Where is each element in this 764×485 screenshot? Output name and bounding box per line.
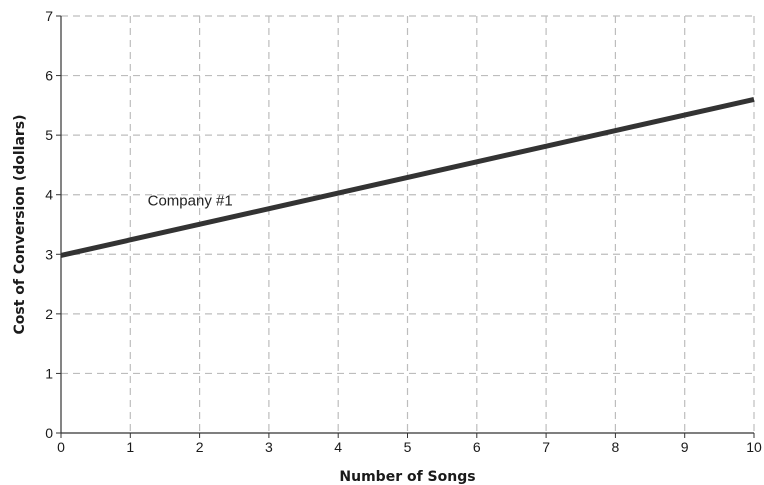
y-ticks: 0 1 2 3 4 5 6 7	[45, 8, 61, 441]
x-tick-label: 10	[746, 439, 762, 455]
y-tick-label: 6	[45, 68, 53, 84]
x-ticks: 0 1 2 3 4 5 6 7 8 9 10	[57, 433, 762, 455]
series-annotation: Company #1	[148, 192, 233, 209]
x-tick-label: 6	[473, 439, 481, 455]
y-tick-label: 5	[45, 127, 53, 143]
y-tick-label: 7	[45, 8, 53, 24]
y-tick-label: 0	[45, 425, 53, 441]
grid	[61, 15, 755, 433]
series-group	[60, 96, 755, 258]
x-tick-label: 7	[542, 439, 550, 455]
x-tick-label: 5	[404, 439, 412, 455]
x-tick-label: 1	[126, 439, 134, 455]
x-tick-label: 2	[196, 439, 204, 455]
x-tick-label: 4	[334, 439, 342, 455]
x-axis-title: Number of Songs	[339, 469, 475, 485]
y-tick-label: 3	[45, 246, 53, 262]
x-tick-label: 3	[265, 439, 273, 455]
annotations: Company #1	[148, 192, 233, 209]
y-axis-title: Cost of Conversion (dollars)	[12, 114, 28, 334]
series-line	[60, 96, 755, 258]
x-tick-label: 8	[612, 439, 620, 455]
y-tick-label: 4	[45, 187, 53, 203]
y-tick-label: 1	[45, 365, 53, 381]
x-tick-label: 0	[57, 439, 65, 455]
y-tick-label: 2	[45, 306, 53, 322]
x-tick-label: 9	[681, 439, 689, 455]
